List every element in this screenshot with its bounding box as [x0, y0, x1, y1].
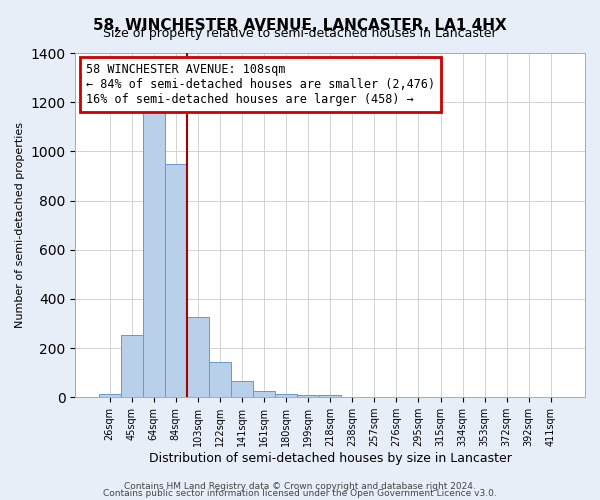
- Bar: [297, 395, 319, 397]
- Bar: [121, 334, 143, 397]
- Y-axis label: Number of semi-detached properties: Number of semi-detached properties: [15, 122, 25, 328]
- Bar: [143, 112, 165, 397]
- Text: Contains public sector information licensed under the Open Government Licence v3: Contains public sector information licen…: [103, 489, 497, 498]
- Bar: [209, 362, 231, 397]
- Text: Contains HM Land Registry data © Crown copyright and database right 2024.: Contains HM Land Registry data © Crown c…: [124, 482, 476, 491]
- Text: 58, WINCHESTER AVENUE, LANCASTER, LA1 4HX: 58, WINCHESTER AVENUE, LANCASTER, LA1 4H…: [93, 18, 507, 32]
- Bar: [187, 318, 209, 397]
- X-axis label: Distribution of semi-detached houses by size in Lancaster: Distribution of semi-detached houses by …: [149, 452, 512, 465]
- Text: Size of property relative to semi-detached houses in Lancaster: Size of property relative to semi-detach…: [103, 28, 497, 40]
- Bar: [275, 394, 297, 397]
- Bar: [98, 394, 121, 397]
- Text: 58 WINCHESTER AVENUE: 108sqm
← 84% of semi-detached houses are smaller (2,476)
1: 58 WINCHESTER AVENUE: 108sqm ← 84% of se…: [86, 64, 435, 106]
- Bar: [231, 381, 253, 397]
- Bar: [165, 164, 187, 397]
- Bar: [253, 391, 275, 397]
- Bar: [319, 395, 341, 397]
